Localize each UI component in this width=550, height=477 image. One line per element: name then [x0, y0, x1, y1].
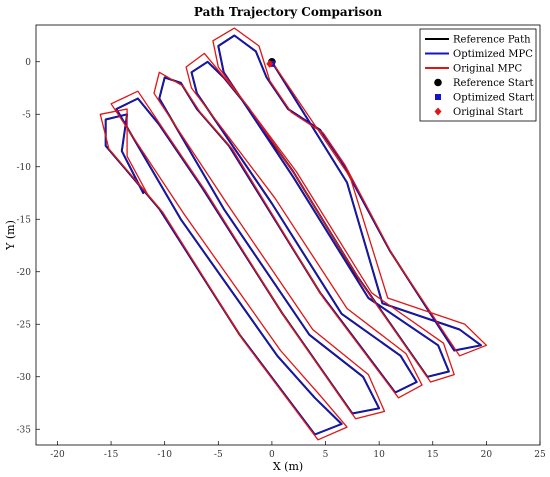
y-tick-label: -25: [17, 320, 32, 330]
x-axis-ticks: -20 -15 -10 -5 0 5 10 15 20 25: [50, 441, 546, 460]
chart-title: Path Trajectory Comparison: [194, 5, 382, 19]
x-axis-label: X (m): [273, 460, 303, 473]
legend-box: [419, 28, 537, 122]
series-line-optimized-mpc: [104, 34, 482, 436]
x-tick-label: -5: [214, 450, 223, 460]
legend-label: Original Start: [453, 107, 523, 118]
x-tick-label: -10: [157, 450, 172, 460]
legend: Reference Path Optimized MPC Original MPC R…: [419, 28, 537, 122]
legend-marker: [434, 78, 442, 87]
start-markers: [266, 57, 276, 68]
y-axis-label: Y (m): [4, 220, 17, 251]
y-tick-label: -30: [17, 373, 32, 383]
x-tick-label: 20: [481, 450, 493, 460]
x-tick-label: -20: [50, 450, 65, 460]
x-tick-label: 15: [427, 450, 439, 460]
x-tick-label: -15: [104, 450, 119, 460]
legend-label: Original MPC: [453, 64, 523, 75]
y-tick-label: -35: [17, 425, 32, 435]
y-tick-label: -20: [17, 268, 32, 278]
start-marker-original-start: [266, 59, 274, 68]
legend-label: Reference Start: [453, 78, 534, 89]
x-tick-label: 5: [323, 450, 329, 460]
y-tick-label: 0: [25, 58, 31, 68]
x-tick-label: 25: [534, 450, 546, 460]
x-tick-label: 0: [269, 450, 275, 460]
series-line-original-mpc: [99, 27, 488, 441]
y-tick-label: -10: [17, 163, 32, 173]
legend-marker: [434, 107, 442, 116]
legend-label: Optimized Start: [453, 93, 534, 104]
y-tick-label: -5: [22, 110, 31, 120]
legend-label: Reference Path: [453, 35, 531, 46]
x-tick-label: 10: [373, 450, 385, 460]
legend-label: Optimized MPC: [453, 49, 533, 60]
legend-marker: [435, 94, 441, 100]
series-layer: [99, 27, 488, 441]
y-tick-label: -15: [17, 215, 32, 225]
y-axis-ticks: 0 -5 -10 -15 -20 -25 -30 -35: [17, 58, 40, 435]
